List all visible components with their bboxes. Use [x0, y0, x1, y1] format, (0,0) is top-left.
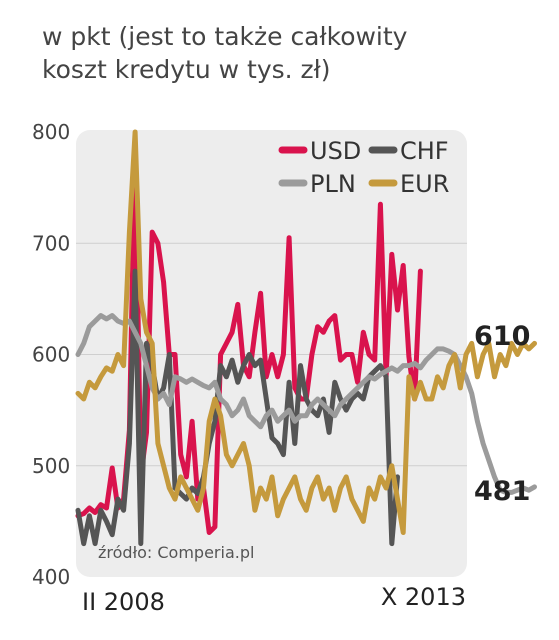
x-start-label: II 2008 — [82, 588, 165, 616]
series-line-chf — [75, 268, 400, 547]
title-line-1: w pkt (jest to także całkowity — [42, 22, 408, 51]
series-line-eur — [75, 129, 537, 535]
legend-label-eur: EUR — [400, 170, 449, 198]
y-tick-label: 400 — [32, 565, 70, 589]
legend-label-pln: PLN — [310, 170, 356, 198]
title-line-2: koszt kredytu w tys. zł) — [42, 55, 331, 84]
y-tick-label: 500 — [32, 454, 70, 478]
legend-label-chf: CHF — [400, 137, 449, 165]
chart-title: w pkt (jest to także całkowity koszt kre… — [42, 20, 522, 86]
end-value-lower: 481 — [474, 476, 530, 507]
y-tick-label: 800 — [32, 120, 70, 144]
x-end-label: X 2013 — [381, 583, 466, 611]
legend-label-usd: USD — [310, 137, 361, 165]
end-value-upper: 610 — [474, 321, 530, 352]
source-note: źródło: Comperia.pl — [98, 543, 255, 562]
y-tick-label: 600 — [32, 343, 70, 367]
y-tick-label: 700 — [32, 231, 70, 255]
